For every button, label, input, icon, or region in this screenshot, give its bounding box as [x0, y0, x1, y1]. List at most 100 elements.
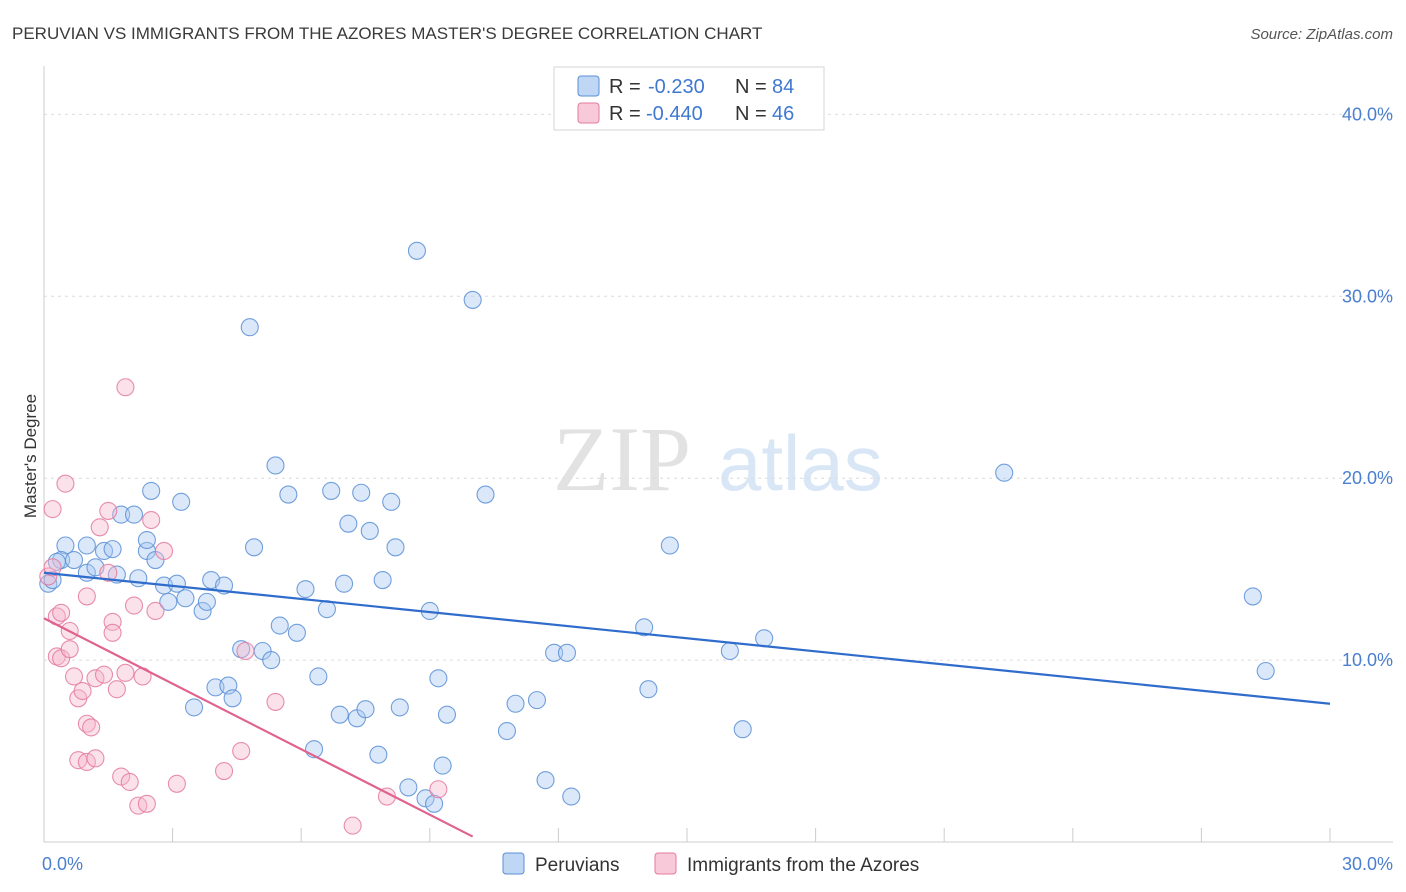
peruvians-point [720, 641, 739, 661]
watermark-atlas: atlas [718, 419, 883, 507]
peruvians-point [639, 680, 658, 699]
chart-title: PERUVIAN VS IMMIGRANTS FROM THE AZORES M… [12, 24, 762, 43]
legend-r-label-azores: R = [609, 103, 641, 125]
azores-point [167, 774, 186, 793]
peruvians-point [172, 492, 191, 511]
peruvians-point [56, 536, 75, 555]
azores-point [232, 741, 251, 761]
azores-point [112, 767, 131, 786]
legend-n-value-peruvians: 84 [772, 76, 794, 98]
legend-r-value-azores: -0.440 [646, 103, 703, 125]
azores-point [39, 567, 58, 586]
azores-point [43, 500, 62, 519]
peruvians-point [386, 538, 405, 557]
peruvians-point [262, 651, 281, 670]
y-tick-label: 20.0% [1342, 468, 1393, 488]
peruvians-point [369, 745, 388, 764]
peruvians-point [287, 623, 306, 642]
peruvians-point [167, 574, 186, 593]
peruvians-point [184, 698, 204, 717]
peruvians-point [635, 618, 654, 637]
azores-point [116, 663, 135, 682]
peruvians-point [322, 481, 341, 500]
peruvians-point [995, 463, 1014, 482]
peruvians-point [270, 616, 289, 635]
peruvians-point [506, 694, 525, 713]
peruvians-point [124, 505, 144, 524]
azores-point [103, 623, 122, 642]
peruvians-point [137, 530, 156, 550]
legend-swatch-azores [577, 102, 600, 124]
peruvians-point [356, 700, 375, 719]
peruvians-point [339, 514, 358, 533]
y-axis-label: Master's Degree [21, 394, 40, 518]
peruvians-point [1243, 587, 1262, 606]
azores-point [429, 780, 448, 799]
peruvians-point [330, 705, 349, 724]
x-tick-label-min: 0.0% [42, 854, 83, 874]
azores-point [56, 474, 75, 493]
peruvians-point [1256, 661, 1275, 681]
peruvians-point [352, 483, 371, 502]
peruvians-point [309, 667, 328, 686]
peruvians-point [536, 771, 555, 790]
peruvians-point [476, 485, 495, 504]
chart-source: Source: ZipAtlas.com [1250, 26, 1393, 43]
y-tick-labels: 10.0% 20.0% 30.0% 40.0% [1342, 104, 1393, 670]
azores-point [236, 641, 255, 661]
peruvians-point [279, 485, 298, 504]
azores-point [120, 772, 139, 792]
azores-point [52, 603, 71, 622]
peruvians-point [159, 592, 178, 611]
azores-point [214, 762, 234, 781]
peruvians-point [527, 691, 547, 710]
gridlines [44, 113, 1393, 661]
peruvians-point [129, 569, 148, 588]
azores-point [103, 612, 122, 631]
legend-r-value-peruvians: -0.230 [648, 76, 705, 98]
azores-point [266, 692, 285, 711]
peruvians-point [755, 629, 774, 648]
bottom-legend-swatch-peruvians [502, 852, 525, 875]
azores-trend-line [43, 617, 474, 838]
legend-n-label-peruvians: N = [735, 76, 767, 98]
peruvians-point [296, 580, 315, 599]
peruvians-point [240, 318, 259, 337]
azores-point [142, 510, 161, 530]
peruvians-point [437, 705, 456, 724]
peruvians-trend-line [43, 571, 1331, 705]
bottom-legend-swatch-azores [654, 852, 677, 875]
peruvians-point [407, 241, 426, 260]
azores-point [64, 667, 84, 686]
y-tick-label: 30.0% [1342, 286, 1393, 306]
legend-r-label-peruvians: R = [609, 76, 641, 98]
azores-point [60, 640, 79, 659]
azores-point [154, 541, 174, 561]
azores-point [107, 680, 126, 699]
peruvians-point [545, 643, 564, 662]
y-tick-label: 40.0% [1342, 104, 1393, 124]
peruvians-point [223, 689, 242, 708]
azores-point [94, 665, 114, 684]
peruvians-point [382, 492, 401, 511]
legend-box: R = -0.230 N = 84 R = -0.440 N = 46 [553, 66, 825, 131]
azores-point [90, 518, 109, 537]
peruvians-point [335, 574, 354, 593]
azores-point [73, 681, 92, 701]
peruvians-point [433, 756, 452, 775]
bottom-legend-label-azores: Immigrants from the Azores [687, 855, 919, 876]
legend-swatch-peruvians [577, 75, 600, 97]
peruvians-point [266, 456, 285, 475]
peruvians-point [244, 538, 264, 557]
azores-points [39, 378, 448, 835]
peruvians-point [390, 698, 409, 717]
peruvians-point [176, 589, 195, 608]
watermark-zip: ZIP [553, 408, 691, 510]
peruvians-point [429, 669, 448, 688]
peruvians-point [562, 787, 581, 806]
azores-point [137, 794, 156, 813]
azores-point [146, 601, 165, 621]
azores-point [77, 587, 96, 606]
azores-point [86, 749, 105, 768]
